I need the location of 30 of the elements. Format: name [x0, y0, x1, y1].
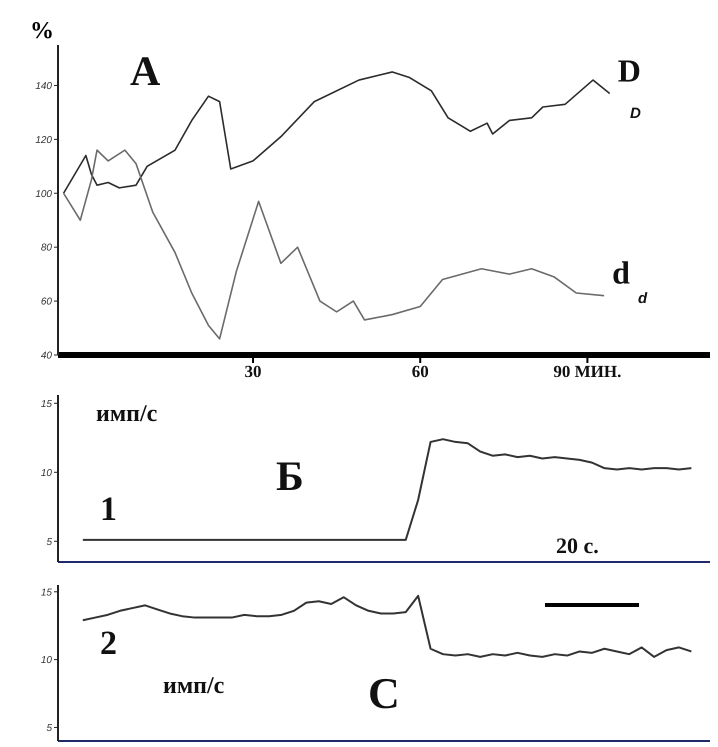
annotation: 20 с.: [556, 533, 599, 559]
y-tick-label: 100: [35, 188, 52, 200]
annotation: имп/с: [96, 401, 158, 428]
y-tick-label: 10: [40, 655, 52, 666]
x-tick-label: 90 МИН.: [553, 362, 622, 382]
y-tick-label: 80: [40, 242, 52, 254]
y-tick-label: 40: [40, 350, 52, 362]
annotation: имп/с: [163, 673, 224, 700]
y-axis-title: %: [30, 18, 54, 45]
y-tick-label: 60: [40, 296, 52, 308]
annotation: D: [630, 105, 641, 122]
annotation: 2: [100, 625, 117, 663]
y-tick-label: 15: [40, 398, 52, 410]
y-tick-label: 120: [35, 134, 52, 146]
y-tick-label: 5: [46, 722, 52, 734]
annotation: C: [368, 668, 400, 719]
y-tick-label: 140: [35, 80, 52, 92]
line-series: [82, 594, 692, 658]
annotation: Б: [276, 453, 304, 501]
x-tick-label: 30: [244, 362, 262, 382]
line-series: [62, 149, 605, 340]
series-label: D: [618, 52, 641, 89]
x-tick-label: 60: [412, 362, 429, 382]
annotation: 1: [100, 491, 117, 529]
y-tick-label: 15: [40, 587, 52, 598]
annotation: A: [130, 48, 160, 96]
annotation: d: [638, 290, 648, 307]
series-label: d: [612, 254, 630, 291]
y-tick-label: 10: [40, 468, 52, 479]
y-tick-label: 5: [46, 536, 52, 548]
